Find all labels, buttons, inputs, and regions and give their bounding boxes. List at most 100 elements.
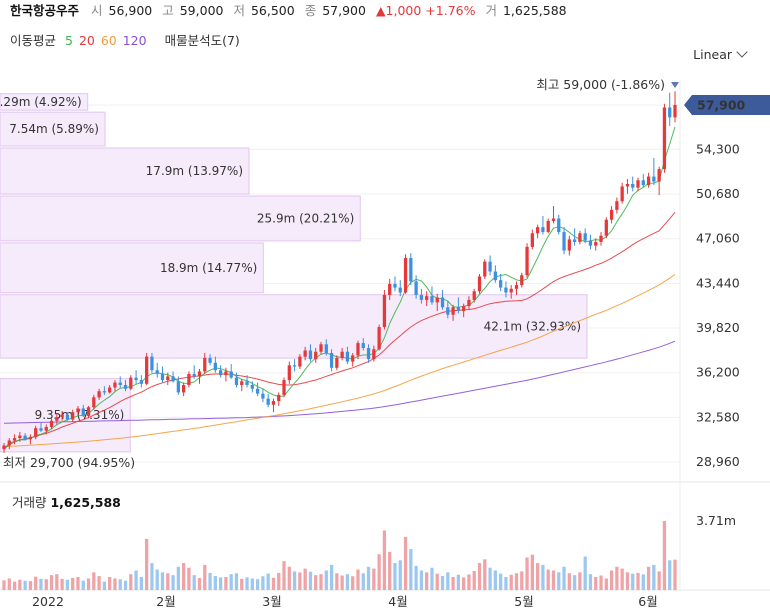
candle-body: [620, 186, 624, 202]
candle-body: [250, 385, 254, 389]
volume-bar: [551, 570, 556, 590]
candle-body: [398, 287, 402, 293]
volume-bar: [123, 580, 128, 590]
candle: [419, 288, 424, 304]
candle: [277, 392, 281, 406]
volume-bar: [277, 572, 281, 590]
volume-bar: [604, 578, 608, 590]
volume-bar: [425, 572, 429, 590]
volume-bar: [39, 578, 43, 590]
volume-bar: [351, 576, 355, 590]
candle: [430, 286, 434, 305]
candle-body: [488, 261, 492, 272]
candle: [435, 293, 439, 312]
volume-bar: [7, 578, 11, 590]
volume-bar: [456, 574, 461, 590]
candle-body: [102, 391, 107, 393]
min-price-marker: 최저 29,700 (94.95%): [3, 455, 135, 470]
volume-bar: [578, 572, 582, 590]
volume-bar: [329, 564, 334, 590]
x-tick-label: 3월: [262, 594, 281, 609]
ma-label[interactable]: 이동평균: [10, 33, 57, 48]
volume-bar: [335, 573, 339, 590]
candle: [472, 288, 476, 303]
candle: [361, 338, 365, 351]
candle: [546, 218, 550, 234]
volume-bar: [377, 554, 381, 590]
candle: [319, 341, 323, 355]
candle-body: [76, 408, 80, 413]
volume-bar: [261, 576, 265, 590]
volume-bar: [287, 566, 291, 590]
scale-dropdown[interactable]: Linear: [693, 46, 748, 62]
volume-bar: [240, 578, 244, 590]
volume-profile: 6.29m (4.92%) 7.54m (5.89%) 17.9m (13.97%)…: [0, 93, 588, 453]
candle: [588, 234, 593, 250]
volume-bar: [92, 572, 96, 590]
volume-bar: [356, 569, 360, 590]
ma60-line: [3, 274, 676, 448]
volume-bar: [467, 574, 471, 590]
candle-body: [504, 287, 508, 293]
volume-bar: [646, 566, 651, 590]
candle: [388, 278, 392, 300]
volume-bar: [514, 573, 519, 590]
candle: [668, 92, 672, 126]
candle-body: [92, 397, 96, 408]
volume-bar: [108, 576, 112, 590]
candle: [166, 372, 170, 386]
candle: [340, 348, 344, 361]
candle-body: [213, 362, 217, 371]
candle: [329, 349, 334, 372]
candle: [71, 409, 75, 423]
volume-axis-label: 3.71m: [696, 513, 736, 528]
volume-bar: [250, 578, 254, 590]
candle-body: [377, 327, 381, 350]
volume-bar: [535, 563, 540, 590]
candle: [662, 103, 667, 173]
candle-body: [499, 280, 503, 288]
candle-body: [298, 356, 302, 367]
candle-body: [462, 306, 466, 312]
candle: [2, 443, 6, 453]
candle: [483, 259, 487, 279]
volume-bar: [662, 521, 667, 590]
candle: [308, 344, 313, 362]
candle: [314, 348, 318, 363]
candle: [49, 418, 54, 430]
candle: [599, 232, 603, 246]
candle-body: [292, 365, 297, 367]
candle: [266, 393, 270, 408]
volume-profile-toggle[interactable]: 매물분석도(7): [164, 33, 240, 48]
candle-body: [520, 275, 524, 286]
candle: [234, 372, 239, 388]
candle: [451, 304, 455, 321]
candle-body: [39, 428, 43, 431]
candle-body: [425, 296, 429, 300]
price-tick-label: 50,680: [696, 186, 740, 201]
ma5-line: [3, 126, 676, 450]
candle-body: [113, 382, 117, 388]
volume-bar: [208, 572, 212, 590]
current-price-tag: [684, 95, 770, 115]
volume-bar: [76, 576, 80, 590]
candle: [535, 224, 540, 239]
volume-bar: [181, 563, 186, 590]
price-tick-label: 43,440: [696, 275, 740, 290]
candle-body: [604, 219, 608, 236]
volume-bar: [314, 575, 318, 590]
candle-body: [18, 435, 22, 439]
volume-panel-title: 거래량 1,625,588: [12, 495, 121, 510]
x-tick-label: 6월: [638, 594, 657, 609]
volume-bar: [118, 579, 122, 590]
candle-body: [345, 351, 350, 362]
candle-body: [134, 377, 138, 381]
candle-body: [477, 276, 482, 292]
candle-body: [609, 209, 614, 220]
volume-label: 거: [485, 3, 497, 18]
volume-bar: [372, 568, 376, 590]
volume-bar: [594, 576, 598, 590]
candle-body: [356, 343, 360, 356]
candle: [250, 381, 254, 393]
